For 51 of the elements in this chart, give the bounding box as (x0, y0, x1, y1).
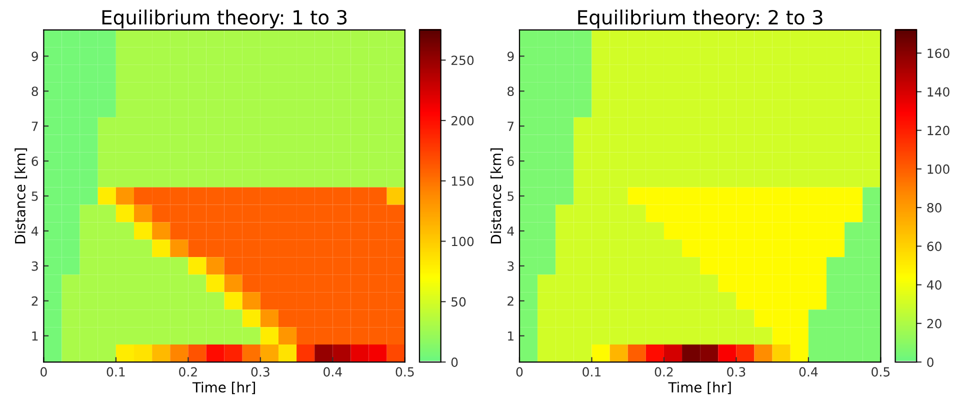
x-tick-label: 0 (516, 367, 523, 377)
y-tick-label: 6 (32, 156, 38, 166)
x-axis-title: Time [hr] (668, 382, 731, 394)
y-tick-label: 2 (32, 296, 38, 306)
x-tick-label: 0.5 (396, 367, 414, 377)
y-tick-label: 9 (32, 52, 38, 62)
y-tick-label: 8 (508, 86, 514, 96)
chart-title: Equilibrium theory: 1 to 3 (102, 10, 347, 28)
color-bar-label: 250 (451, 56, 474, 66)
y-tick-label: 7 (508, 122, 514, 131)
y-tick-label: 3 (32, 261, 38, 271)
y-tick-label: 1 (32, 331, 38, 341)
y-axis-title: Distance [km] (490, 148, 503, 244)
x-tick-label: 0.1 (106, 367, 125, 377)
color-bar-label: 80 (927, 203, 942, 212)
color-bar-label: 160 (928, 48, 950, 58)
x-tick-label: 0.4 (799, 367, 818, 377)
y-tick-label: 5 (32, 192, 38, 201)
x-tick-label: 0.5 (872, 367, 890, 377)
y-axis-title: Distance [km] (14, 148, 28, 244)
x-tick-label: 0.3 (251, 367, 270, 377)
color-bar-label: 140 (928, 87, 950, 97)
y-tick-label: 1 (508, 331, 514, 341)
y-tick-label: 6 (508, 156, 514, 166)
color-bar-label: 40 (926, 280, 942, 290)
color-bar-label: 0 (451, 358, 458, 367)
y-tick-label: 4 (507, 226, 514, 236)
y-tick-label: 3 (508, 261, 514, 271)
x-tick-label: 0.2 (179, 367, 197, 377)
x-tick-label: 0.4 (324, 367, 342, 377)
color-bar-label: 100 (928, 164, 950, 174)
y-tick-label: 9 (507, 52, 514, 62)
x-tick-label: 0.1 (582, 367, 601, 377)
color-bar-label: 150 (452, 176, 474, 186)
color-bar-label: 50 (452, 297, 466, 307)
color-bar-label: 100 (452, 236, 474, 246)
color-bar-label: 200 (451, 116, 474, 126)
x-tick-label: 0 (40, 367, 47, 377)
y-tick-label: 4 (31, 226, 38, 236)
color-bar-label: 0 (927, 358, 934, 367)
color-bar-label: 60 (927, 242, 942, 252)
color-bar-label: 20 (927, 318, 942, 328)
x-tick-label: 0.3 (727, 367, 746, 377)
chart-title: Equilibrium theory: 2 to 3 (578, 10, 822, 28)
y-tick-label: 2 (508, 296, 514, 306)
x-tick-label: 0.2 (654, 367, 673, 377)
y-tick-label: 8 (32, 86, 38, 96)
y-tick-label: 7 (32, 122, 38, 131)
color-bar-label: 120 (928, 126, 950, 136)
y-tick-label: 5 (508, 192, 514, 201)
x-axis-title: Time [hr] (192, 382, 255, 394)
